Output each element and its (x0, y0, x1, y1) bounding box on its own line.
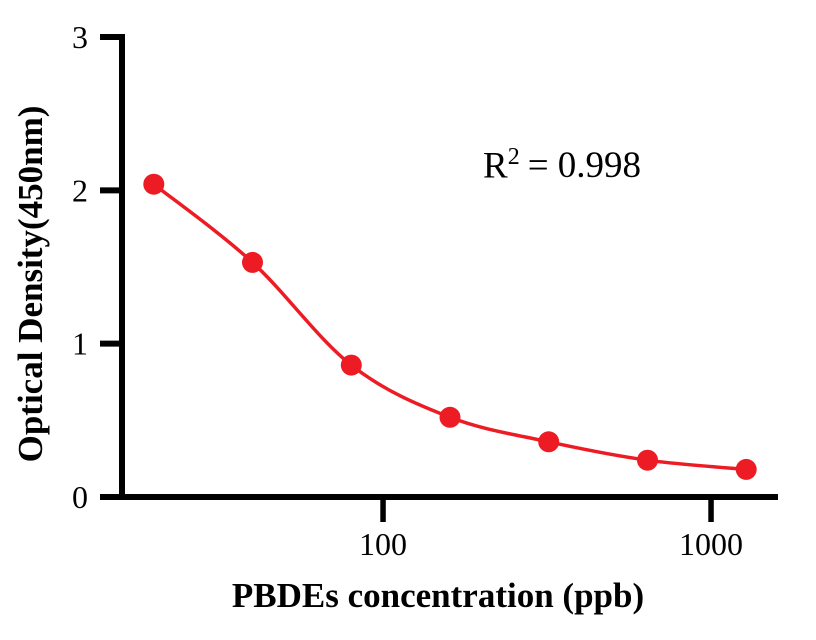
data-point-marker (242, 251, 263, 273)
x-axis-title: PBDEs concentration (ppb) (231, 576, 645, 615)
data-point-marker (340, 354, 362, 376)
x-tick-label: 100 (359, 526, 407, 562)
y-tick-label: 3 (72, 19, 88, 55)
y-tick-label: 2 (72, 172, 88, 208)
r-squared-exponent: 2 (507, 144, 520, 170)
data-point-marker (637, 449, 658, 471)
data-point-marker (538, 431, 560, 453)
r-squared-annotation: R2 = 0.998 (483, 145, 641, 184)
y-tick-label: 0 (72, 479, 88, 515)
data-point-marker (735, 458, 757, 480)
r-squared-base: R (483, 145, 508, 187)
data-point-marker (143, 173, 165, 195)
y-axis-title: Optical Density(450nm) (11, 105, 50, 463)
data-point-marker (439, 406, 461, 428)
r-squared-value: = 0.998 (527, 145, 642, 187)
x-tick-label: 1000 (679, 526, 743, 562)
y-tick-label: 1 (72, 326, 88, 362)
